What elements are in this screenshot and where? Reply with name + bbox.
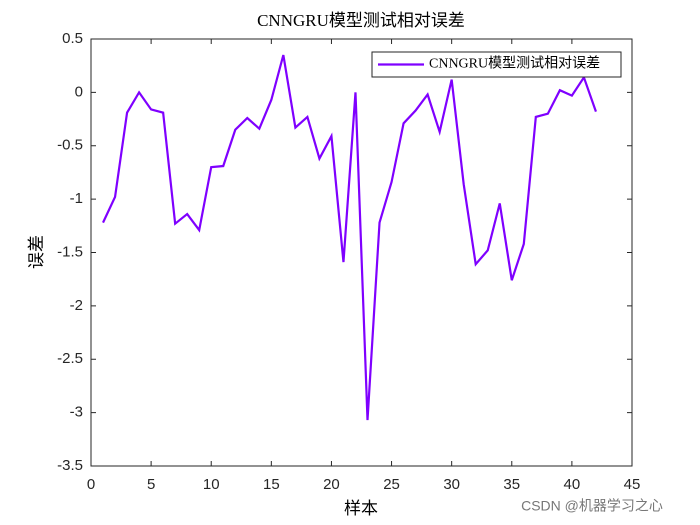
x-tick-label: 35 [503,476,520,493]
x-tick-label: 0 [87,476,95,493]
y-tick-label: 0.5 [62,30,83,47]
data-line [102,54,597,421]
x-tick-label: 5 [147,476,155,493]
y-tick-label: -3 [70,404,83,421]
y-tick-label: -2.5 [57,350,83,367]
x-tick-label: 25 [383,476,400,493]
x-axis-label: 样本 [344,499,378,518]
y-tick-label: 0 [75,83,83,100]
y-axis-label: 误差 [27,235,46,269]
x-tick-label: 30 [443,476,460,493]
x-tick-label: 45 [624,476,641,493]
y-tick-label: -1 [70,190,83,207]
x-tick-label: 40 [564,476,581,493]
x-tick-label: 10 [203,476,220,493]
x-tick-label: 20 [323,476,340,493]
x-tick-label: 15 [263,476,280,493]
y-tick-label: -1.5 [57,243,83,260]
y-tick-label: -3.5 [57,457,83,474]
chart-title: CNNGRU模型测试相对误差 [257,11,465,30]
y-tick-label: -0.5 [57,137,83,154]
watermark: CSDN @机器学习之心 [521,498,663,514]
y-tick-label: -2 [70,297,83,314]
legend-label: CNNGRU模型测试相对误差 [429,56,600,72]
